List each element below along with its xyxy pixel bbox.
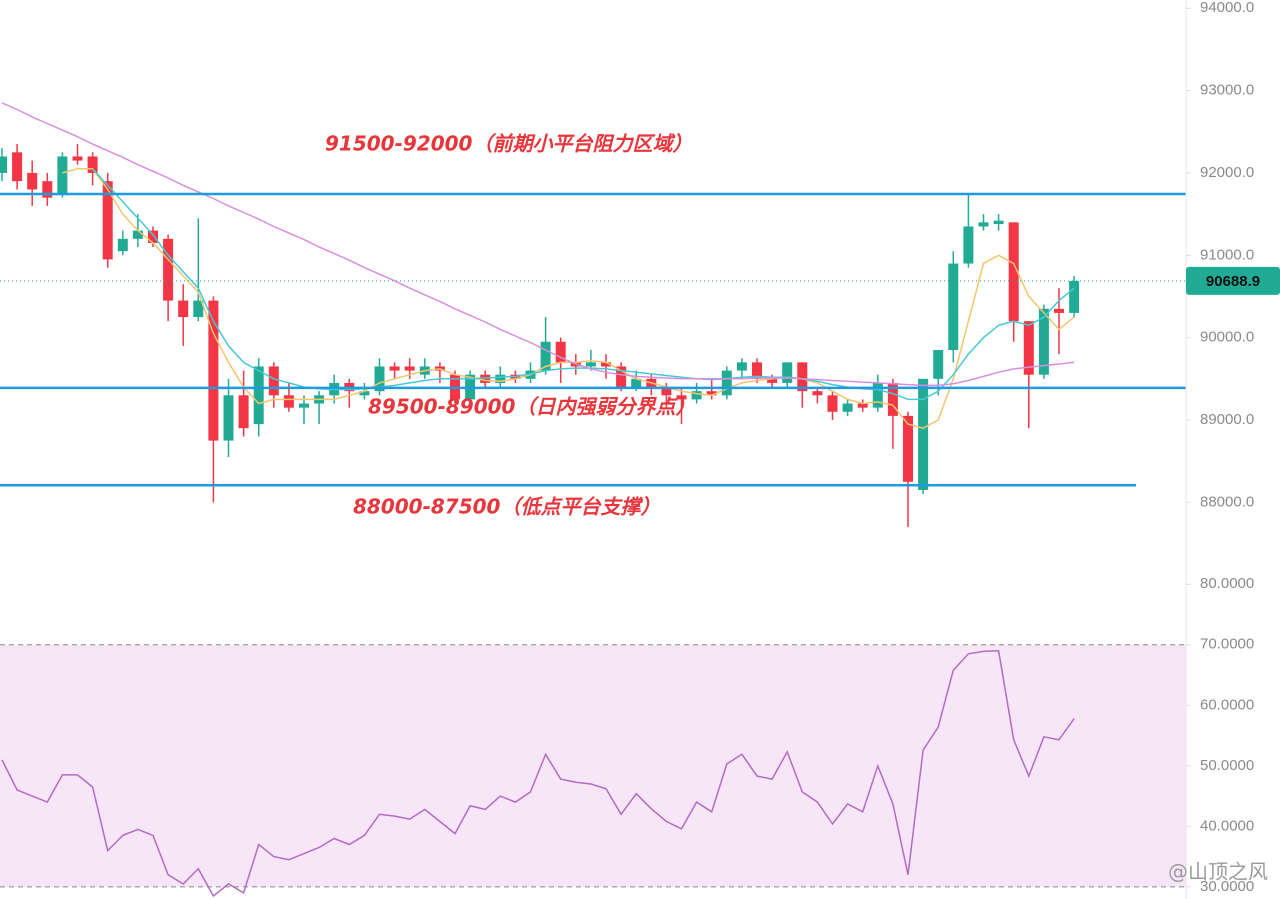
candle-body [404,366,415,371]
candle-body [691,391,702,400]
candle-body [616,366,627,388]
annotation: 89500-89000（日内强弱分界点） [368,395,695,419]
candle-body [585,362,596,367]
candle-body [0,156,7,173]
candle-body [268,366,279,396]
candle-body [193,300,204,318]
y-tick-label: 92000.0 [1200,164,1254,181]
candle-body [661,387,672,396]
candle-body [887,382,898,416]
candle-body [782,362,793,383]
last-price-label: 90688.9 [1206,273,1260,290]
candle-body [752,362,762,379]
candle-body [706,391,717,396]
candle-body [903,415,913,482]
candle-body [797,362,808,392]
candle-body [631,378,642,388]
candle-body [736,362,747,371]
candle-body [767,378,778,383]
candle-body [238,395,249,429]
y-tick-label: 89000.0 [1200,411,1254,428]
candle-body [223,395,234,441]
plot: 91500-92000（前期小平台阻力区域） 89500-89000（日内强弱分界… [0,102,1186,898]
candle-body [389,366,400,371]
annotation: 91500-92000（前期小平台阻力区域） [325,132,692,156]
watermark: @山顶之风 [1168,860,1268,884]
candle-body [299,403,309,408]
rsi-pane [0,644,1186,888]
candle-body [812,391,823,396]
y-tick-label: 30.0000 [1200,878,1254,895]
candle-body [87,156,98,173]
y-tick-label: 91000.0 [1200,246,1254,263]
candle-body [993,220,1004,224]
y-tick-label: 60.0000 [1200,696,1254,713]
candle-body [148,230,158,243]
y-tick-label: 93000.0 [1200,82,1254,99]
y-tick-label: 50.0000 [1200,757,1254,774]
candle-body [827,395,838,412]
candle-body [676,395,687,400]
candle-body [117,238,128,252]
candle-body [27,172,38,190]
candle-body [132,230,143,239]
candle-body [253,366,264,425]
candle-body [495,374,506,383]
candle-body [933,350,944,379]
candle-body [163,238,174,301]
moving-average-line [92,168,1075,401]
moving-average-line [1,102,1075,387]
candle-body [480,374,491,383]
candle-body [42,181,53,198]
candle-body [178,300,189,318]
y-tick-label: 80.0000 [1200,575,1254,592]
y-tick-label: 88000.0 [1200,493,1254,510]
candle-body [102,181,113,260]
candle-body [540,341,551,371]
candle-body [72,156,83,161]
y-tick-label: 70.0000 [1200,636,1254,653]
candle-body [1023,321,1034,375]
candle-body [359,391,370,396]
candle-body [555,341,566,363]
annotation: 88000-87500（低点平台支撑） [353,495,660,519]
y-tick-label: 40.0000 [1200,817,1254,834]
candle-body [1038,308,1049,375]
candle-body [283,395,294,408]
y-tick-label: 94000.0 [1200,0,1254,16]
candle-body [978,222,989,227]
candle-body [57,156,68,194]
candle-body [1069,280,1080,313]
candle-body [12,152,23,182]
candle-body [1054,308,1064,313]
candle-body [208,300,219,441]
candle-body [374,366,385,392]
candle-body [948,263,959,350]
candle-body [721,370,732,396]
moving-average-line [62,168,1075,430]
candle-body [601,362,611,367]
candle-body [1008,222,1019,322]
y-tick-label: 90000.0 [1200,329,1254,346]
candle-body [918,378,929,490]
candle-body [857,403,868,408]
rsi-line [1,650,1075,898]
candle-body [963,226,974,264]
candle-body [842,403,853,412]
candle-body [872,382,883,408]
last-price-tag [1186,266,1280,295]
rsi-band [0,644,1186,887]
